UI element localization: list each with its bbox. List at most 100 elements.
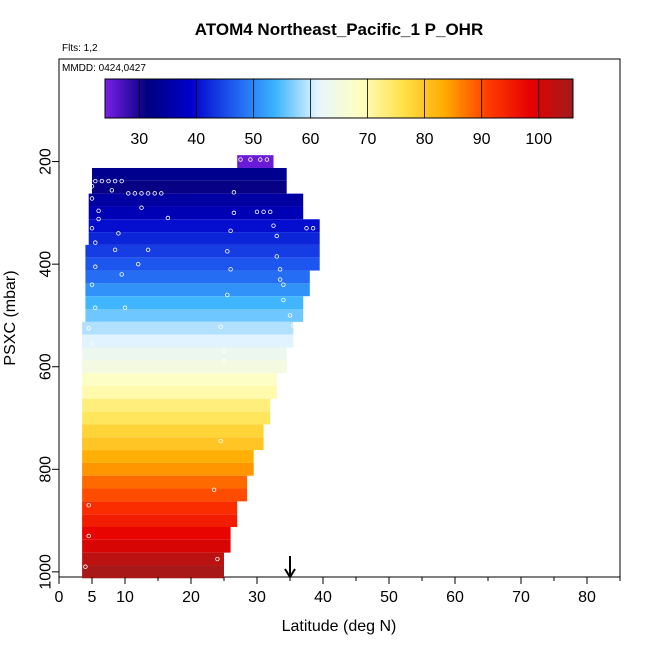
observation-point <box>96 208 101 214</box>
observation-point <box>221 359 227 364</box>
x-tick-label: 10 <box>116 589 134 606</box>
x-tick-label: 0 <box>55 589 64 606</box>
heatmap-cell <box>85 296 304 310</box>
observation-point <box>261 209 266 215</box>
observation-point <box>96 216 101 222</box>
latitude-arrow <box>284 556 296 579</box>
y-axis: 200 400 600 800 1000 <box>38 148 59 590</box>
colorbar-tick-label: 100 <box>525 131 552 148</box>
observation-point <box>99 178 105 184</box>
heatmap-cell <box>82 501 238 515</box>
observation-point <box>159 191 164 196</box>
observation-point <box>112 178 118 184</box>
observation-point <box>274 233 279 239</box>
observation-point <box>238 157 243 162</box>
observation-point <box>254 209 260 215</box>
dates-label: MMDD: 0424,0427 <box>62 63 146 74</box>
heatmap-cell <box>82 347 287 361</box>
colorbar-tick-label: 80 <box>416 131 434 148</box>
observation-point <box>122 305 128 310</box>
observation-point <box>112 247 118 252</box>
heatmap-cell <box>82 424 264 438</box>
observation-point <box>228 267 233 272</box>
heatmap-cell <box>82 539 231 553</box>
observation-point <box>93 240 98 245</box>
colorbar-tick-label: 40 <box>187 131 205 148</box>
observation-point <box>165 215 171 221</box>
observation-point <box>281 282 286 287</box>
observation-point <box>152 191 157 196</box>
y-tick-label: 1000 <box>38 554 55 590</box>
observation-point <box>310 226 316 231</box>
heatmap-cell <box>82 321 294 335</box>
x-tick-label: 5 <box>88 589 97 606</box>
observation-point <box>264 157 270 162</box>
observation-point <box>231 210 237 216</box>
observation-point <box>211 487 217 493</box>
observation-point <box>93 178 98 184</box>
observation-point <box>89 196 95 201</box>
x-tick-label: 50 <box>380 589 398 606</box>
heatmap-cell <box>82 565 224 579</box>
heatmap-cell <box>88 206 304 220</box>
heatmap-cell <box>82 398 271 412</box>
heatmap-cell <box>82 552 224 566</box>
observation-point <box>218 324 223 329</box>
arrow-head <box>284 568 296 579</box>
y-tick-label: 800 <box>38 456 55 483</box>
observation-point <box>86 326 91 331</box>
observation-point <box>139 191 144 196</box>
heatmap-cell <box>82 488 248 502</box>
colorbar-tick-label: 90 <box>473 131 491 148</box>
observation-point <box>291 323 296 328</box>
observation-point <box>281 297 286 303</box>
y-tick-label: 400 <box>38 251 55 278</box>
heatmap-bins <box>82 155 320 579</box>
observation-point <box>145 247 151 252</box>
x-tick-label: 30 <box>248 589 266 606</box>
colorbar-tick-label: 50 <box>244 131 262 148</box>
observation-point <box>93 305 98 310</box>
observation-point <box>231 190 237 195</box>
observation-point <box>225 249 230 254</box>
colorbar-tick-label: 60 <box>302 131 320 148</box>
colorbar-tick-label: 70 <box>359 131 377 148</box>
observation-point <box>268 209 273 215</box>
observation-point <box>86 502 91 508</box>
heatmap-cell <box>82 475 248 489</box>
observation-point <box>139 205 144 210</box>
colorbar-gradient <box>104 78 574 119</box>
observation-point <box>119 178 124 184</box>
x-axis-label: Latitude (deg N) <box>282 618 397 635</box>
observation-point <box>145 191 151 196</box>
x-tick-label: 80 <box>578 589 596 606</box>
observation-point <box>119 272 124 277</box>
flights-label: Flts: 1,2 <box>62 43 98 54</box>
observation-point <box>304 226 309 231</box>
x-tick-label: 20 <box>182 589 200 606</box>
heatmap-cell <box>82 514 238 527</box>
observation-point <box>258 157 263 162</box>
observation-point <box>221 349 227 354</box>
observation-points <box>83 157 316 569</box>
heatmap-cell <box>82 450 254 463</box>
observation-point <box>89 282 95 287</box>
heatmap-cell <box>82 385 277 399</box>
heatmap-cell <box>85 257 320 271</box>
y-axis-label: PSXC (mbar) <box>2 270 19 365</box>
y-tick-label: 200 <box>38 148 55 175</box>
heatmap-cell <box>82 462 254 476</box>
heatmap-cell <box>82 411 271 425</box>
chart-title: ATOM4 Northeast_Pacific_1 P_OHR <box>195 20 483 39</box>
x-tick-label: 70 <box>512 589 530 606</box>
observation-point <box>271 223 276 228</box>
observation-point <box>83 564 88 569</box>
observation-point <box>277 277 283 282</box>
observation-point <box>225 292 230 298</box>
colorbar: 30 40 50 60 70 80 90 100 <box>104 78 574 148</box>
plot-frame <box>58 58 621 578</box>
heatmap-cell <box>82 437 264 451</box>
heatmap-cell <box>85 283 310 297</box>
observation-point <box>274 254 279 259</box>
observation-point <box>93 264 98 269</box>
